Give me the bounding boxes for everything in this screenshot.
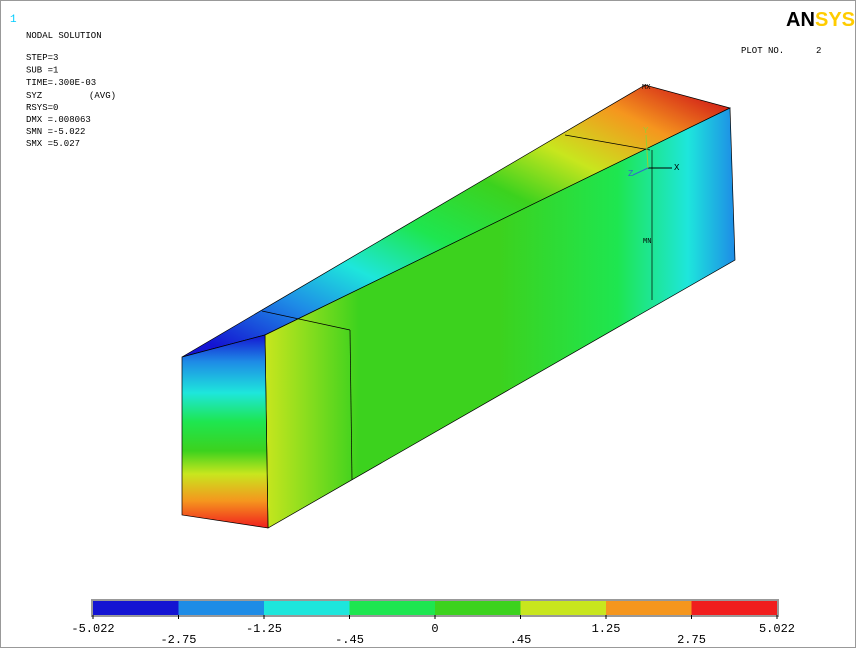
- info-line: SMN =-5.022: [26, 127, 85, 137]
- page: {"window_number": "1", "title": "NODAL S…: [0, 0, 856, 648]
- legend-swatch: [692, 601, 778, 615]
- quantity: SYZ: [26, 91, 43, 101]
- max-marker: MX: [642, 84, 651, 92]
- legend-swatch: [435, 601, 521, 615]
- legend-swatch: [521, 601, 607, 615]
- legend-label: 1.25: [592, 622, 621, 636]
- logo-light: SYS: [815, 9, 855, 31]
- legend-label: 5.022: [759, 622, 795, 636]
- legend-label: .45: [510, 633, 532, 647]
- triad-y-label: Y: [643, 126, 649, 136]
- triad-x-label: X: [674, 163, 680, 173]
- legend-label: 2.75: [677, 633, 706, 647]
- plot-label: PLOT NO.: [741, 46, 784, 56]
- end-face: [182, 335, 268, 528]
- legend-label: -.45: [335, 633, 364, 647]
- legend-swatch: [93, 601, 179, 615]
- info-line: SMX =5.027: [26, 139, 80, 149]
- legend-label: -5.022: [71, 622, 114, 636]
- legend-swatch: [606, 601, 692, 615]
- legend-swatch: [264, 601, 350, 615]
- info-line: DMX =.008063: [26, 115, 91, 125]
- plot-number: 2: [816, 46, 821, 56]
- info-line: SUB =1: [26, 66, 58, 76]
- averaging: (AVG): [89, 91, 116, 101]
- viewport: X Y Z MX MN 1 NODAL SOLUTION SYZ (AVG) A…: [0, 0, 856, 648]
- legend-swatch: [350, 601, 436, 615]
- plot-title: NODAL SOLUTION: [26, 31, 102, 41]
- info-line: RSYS=0: [26, 103, 58, 113]
- legend-label: 0: [431, 622, 438, 636]
- legend-swatch: [179, 601, 265, 615]
- logo-dark: AN: [786, 9, 815, 31]
- min-marker: MN: [643, 238, 651, 246]
- legend-label: -1.25: [246, 622, 282, 636]
- window-number: 1: [10, 14, 17, 26]
- info-line: STEP=3: [26, 53, 58, 63]
- info-line: TIME=.300E-03: [26, 78, 96, 88]
- legend-label: -2.75: [160, 633, 196, 647]
- triad-z-label: Z: [628, 169, 634, 179]
